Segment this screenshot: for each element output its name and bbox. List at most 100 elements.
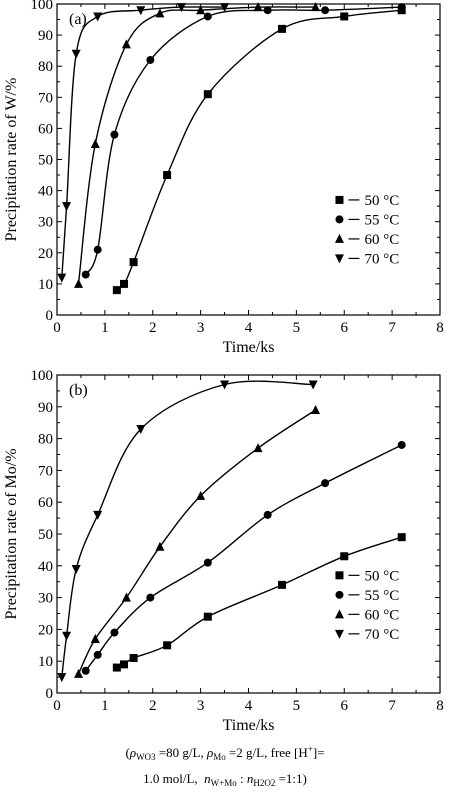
data-point-triangle-up [253,2,263,12]
y-tick-label: 0 [46,308,54,324]
data-point-circle [146,593,155,602]
plot-frame [56,3,441,316]
data-point-circle [203,558,212,567]
data-point-triangle-up [196,5,206,15]
data-point-square [129,258,138,267]
legend-marker-circle [335,590,344,599]
data-point-triangle-down [71,49,81,59]
data-point-triangle-down [136,425,146,435]
legend-marker-triangle-down [334,254,344,264]
legend-label: 60 °C [364,232,399,248]
data-point-circle [110,628,119,637]
data-point-triangle-down [93,12,103,22]
series-curve-1 [116,536,402,669]
y-tick-label: 70 [38,463,53,479]
y-tick-label: 40 [38,559,53,575]
y-tick-label: 90 [38,400,53,416]
x-tick-label: 3 [197,320,205,336]
y-tick-label: 30 [38,591,53,607]
data-point-triangle-up [90,633,100,643]
legend-marker-triangle-down [334,629,344,639]
data-point-triangle-up [121,592,131,602]
data-point-triangle-up [311,404,321,414]
data-point-circle [203,12,212,21]
data-point-circle [321,6,330,15]
x-tick-label: 4 [245,320,253,336]
y-tick-label: 0 [46,686,54,702]
legend-marker-square [335,195,344,204]
data-point-square [397,533,406,542]
series-curve-3 [77,6,316,284]
data-point-triangle-down [220,3,230,13]
x-tick-label: 8 [436,698,444,714]
data-point-triangle-up [121,39,131,49]
x-tick-label: 0 [53,698,61,714]
data-point-circle [93,245,102,254]
series-curve-2 [85,444,403,672]
data-point-circle [93,650,102,659]
x-tick-label: 1 [101,698,109,714]
panel-label: (b) [69,382,88,399]
data-point-square [120,660,129,669]
series-curve-1 [116,9,402,291]
data-point-circle [81,666,90,675]
legend-label: 50 °C [364,193,399,209]
x-tick-label: 5 [293,320,301,336]
legend-label: 50 °C [364,568,399,584]
figure: 0 1 2 3 4 5 6 7 80102030405060708090100Time/ksPr… [3,0,444,734]
x-tick-label: 2 [149,320,157,336]
x-tick-label: 1 [101,320,109,336]
y-tick-label: 100 [31,0,54,13]
x-tick-label: 3 [197,698,205,714]
x-tick-label: 6 [341,698,349,714]
data-point-triangle-up [155,541,165,551]
data-point-square [163,641,172,650]
data-point-triangle-down [62,202,72,212]
data-point-circle [397,440,406,449]
y-tick-label: 90 [38,28,53,44]
data-point-square [112,286,121,295]
y-tick-label: 60 [38,495,53,511]
legend-marker-triangle-up [334,233,344,243]
data-point-triangle-down [176,3,186,13]
y-tick-label: 60 [38,121,53,137]
y-tick-label: 100 [31,368,54,384]
y-axis-title: Precipitation rate of Mo/% [3,448,20,619]
data-point-triangle-down [93,510,103,520]
legend-label: 55 °C [364,588,399,604]
data-point-square [278,580,287,589]
y-tick-label: 70 [38,90,53,106]
y-tick-label: 10 [38,654,53,670]
data-point-square [203,612,212,621]
data-point-triangle-down [57,273,67,283]
y-tick-label: 20 [38,246,53,262]
data-point-triangle-up [311,2,321,12]
data-point-triangle-down [220,380,230,390]
plot-frame [56,374,441,694]
x-tick-label: 7 [388,320,396,336]
data-point-triangle-up [196,490,206,500]
data-point-square [163,171,172,180]
caption-line-2: 1.0 mol/L, nW+Mo : nH2O2 =1:1) [143,771,307,788]
data-point-square [340,552,349,561]
data-point-triangle-up [253,443,263,453]
legend-label: 55 °C [364,212,399,228]
y-tick-label: 80 [38,59,53,75]
series-curve-2 [85,6,402,275]
data-point-circle [397,3,406,12]
panel-b: 0 1 2 3 4 5 6 7 80102030405060708090100Time/ksPr… [3,368,444,734]
y-tick-label: 80 [38,432,53,448]
legend-label: 60 °C [364,607,399,623]
data-point-circle [110,130,119,139]
y-tick-label: 50 [38,153,53,169]
data-point-triangle-down [62,631,72,641]
legend-marker-circle [335,215,344,224]
data-point-circle [263,6,272,15]
x-axis-title: Time/ks [223,339,275,356]
data-point-triangle-up [155,8,165,18]
legend-marker-square [335,571,344,580]
data-point-triangle-up [90,138,100,148]
data-point-triangle-down [71,564,81,574]
y-tick-label: 40 [38,184,53,200]
data-point-triangle-down [57,673,67,683]
